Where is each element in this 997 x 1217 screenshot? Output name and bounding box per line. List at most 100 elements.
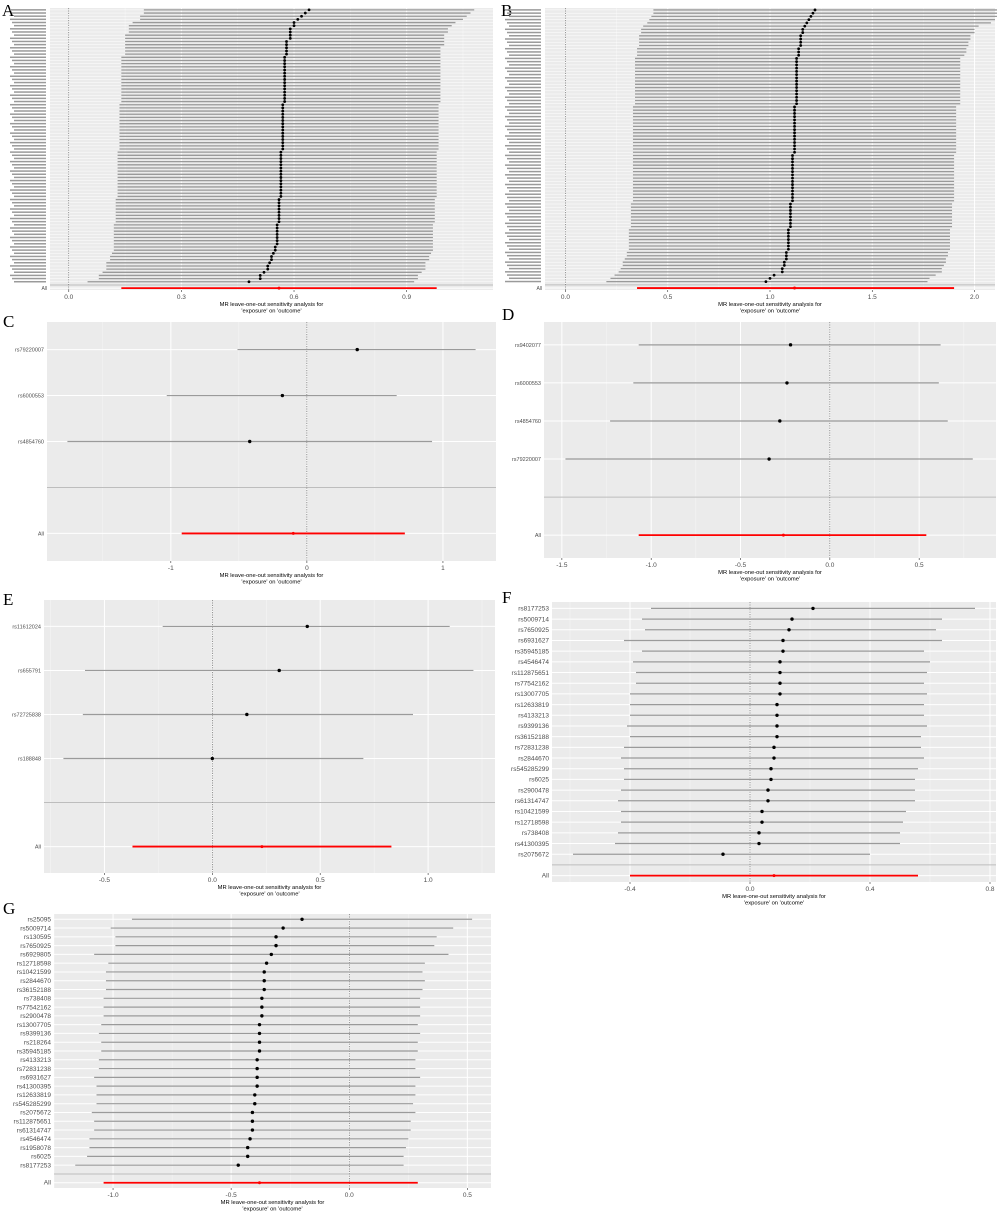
estimate-point: [795, 66, 798, 70]
snp-label-mark: [507, 89, 541, 92]
snp-label-mark: [509, 73, 541, 76]
estimate-point: [300, 14, 303, 18]
estimate-point: [262, 979, 266, 983]
estimate-point: [283, 93, 287, 97]
snp-label: rs12633819: [515, 702, 550, 709]
estimate-point: [793, 112, 796, 115]
estimate-point: [281, 112, 285, 116]
estimate-point: [775, 724, 779, 728]
x-tick-label: -0.4: [624, 886, 636, 893]
snp-label-mark: [10, 208, 46, 210]
snp-label-mark: [505, 135, 541, 137]
snp-label-mark: [10, 255, 46, 258]
x-tick-label: 0.0: [64, 294, 73, 301]
estimate-point: [793, 115, 796, 119]
estimate-point: [255, 1084, 259, 1088]
snp-label-mark: [14, 53, 46, 55]
overall-label: All: [38, 531, 44, 537]
estimate-point: [277, 213, 281, 217]
estimate-point: [285, 52, 288, 56]
overall-estimate-point: [277, 286, 281, 290]
estimate-point: [793, 150, 796, 154]
snp-label-mark: [507, 138, 541, 140]
snp-label: rs61314747: [515, 798, 550, 805]
plot-background: [44, 600, 495, 873]
x-tick-label: 1.5: [868, 294, 877, 301]
estimate-point: [275, 242, 279, 246]
overall-label: All: [536, 286, 542, 292]
estimate-point: [784, 257, 788, 261]
estimate-point: [782, 264, 786, 267]
x-tick-label: 0.5: [316, 877, 325, 884]
snp-label-mark: [10, 28, 46, 30]
estimate-point: [271, 251, 275, 255]
estimate-point: [285, 49, 288, 53]
snp-label-mark: [14, 262, 46, 264]
snp-label-mark: [505, 212, 541, 215]
snp-label-mark: [14, 157, 46, 160]
estimate-point: [273, 248, 277, 252]
estimate-point: [788, 343, 793, 347]
estimate-point: [296, 17, 300, 21]
estimate-point: [789, 215, 792, 219]
estimate-point: [780, 267, 784, 271]
estimate-point: [281, 109, 285, 113]
estimate-point: [281, 131, 285, 135]
estimate-point: [274, 935, 278, 939]
snp-label-mark: [10, 236, 46, 239]
x-axis-title: 'exposure' on 'outcome': [241, 580, 301, 586]
snp-label-mark: [509, 102, 541, 105]
panel-letter: A: [2, 1, 15, 20]
snp-label-mark: [509, 122, 541, 124]
snp-label-mark: [505, 9, 541, 11]
estimate-point: [795, 73, 798, 77]
estimate-point: [789, 221, 792, 225]
x-axis-title: MR leave-one-out sensitivity analysis fo…: [220, 573, 324, 579]
snp-label-mark: [12, 154, 46, 157]
snp-label-mark: [12, 135, 46, 138]
plot-background: [552, 602, 996, 882]
snp-label: rs545285299: [13, 1101, 51, 1108]
estimate-point: [791, 173, 794, 177]
snp-label-mark: [10, 84, 46, 87]
estimate-point: [279, 153, 283, 157]
estimate-point: [791, 196, 794, 199]
overall-estimate-point: [772, 874, 776, 878]
snp-label-mark: [12, 126, 46, 128]
estimate-point: [288, 36, 292, 40]
snp-label-mark: [505, 125, 541, 128]
snp-label-mark: [10, 217, 46, 220]
estimate-point: [795, 60, 798, 64]
estimate-point: [268, 261, 272, 265]
snp-label: rs4133213: [518, 713, 549, 720]
snp-label-mark: [10, 37, 46, 40]
snp-label: rs6025: [31, 1154, 51, 1161]
estimate-point: [791, 192, 794, 196]
estimate-point: [266, 264, 270, 268]
snp-label-mark: [505, 96, 541, 98]
estimate-point: [281, 125, 285, 129]
estimate-point: [772, 745, 776, 750]
estimate-point: [789, 218, 792, 222]
estimate-point: [279, 163, 283, 167]
estimate-point: [778, 692, 782, 696]
snp-label: rs4546474: [20, 1136, 51, 1143]
snp-label-mark: [14, 138, 46, 141]
snp-label-mark: [509, 83, 541, 86]
overall-label: All: [44, 1180, 52, 1187]
estimate-point: [797, 50, 801, 54]
estimate-point: [305, 624, 309, 629]
estimate-point: [277, 204, 281, 208]
overall-estimate-point: [291, 531, 295, 535]
estimate-point: [307, 8, 311, 12]
estimate-point: [275, 232, 279, 236]
x-tick-label: 1.0: [424, 877, 433, 884]
snp-label-mark: [509, 35, 541, 37]
estimate-point: [303, 11, 307, 15]
snp-label-mark: [505, 106, 541, 108]
snp-label-mark: [14, 195, 46, 198]
snp-label-mark: [505, 222, 541, 225]
estimate-point: [277, 198, 281, 201]
snp-label: rs6025: [529, 777, 549, 784]
